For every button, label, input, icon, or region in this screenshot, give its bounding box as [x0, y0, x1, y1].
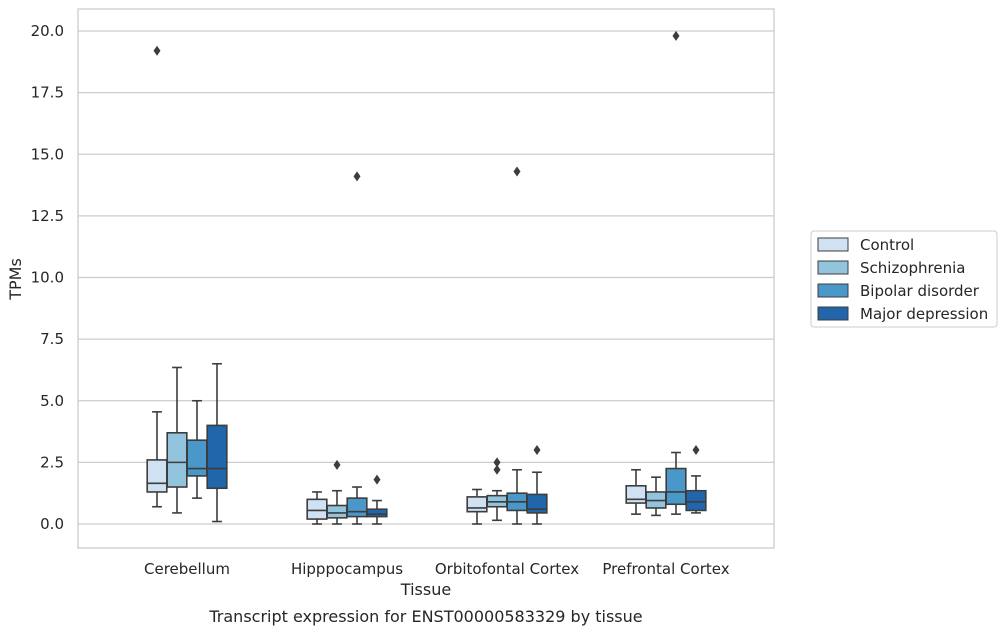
box: [146, 459, 168, 493]
box: [346, 497, 368, 518]
box: [306, 498, 328, 520]
box: [326, 504, 348, 519]
y-tick-label: 15.0: [31, 145, 64, 163]
x-tick-labels: Cerebellum Hipppocampus Orbitofontal Corte…: [144, 560, 730, 578]
y-tick-label: 20.0: [31, 22, 64, 40]
box-group: [665, 30, 687, 515]
outlier-point: [333, 459, 341, 470]
legend-label: Bipolar disorder: [860, 282, 980, 300]
outlier-point: [513, 166, 521, 177]
box: [166, 431, 188, 488]
box-group: [625, 468, 647, 515]
box-group: [526, 445, 548, 525]
y-tick-label: 10.0: [31, 269, 64, 287]
box: [526, 493, 548, 514]
legend-label: Schizophrenia: [860, 259, 965, 277]
box: [625, 484, 647, 504]
plot-frame: [77, 8, 775, 549]
box-group: [306, 491, 328, 525]
plot-boxes: [146, 30, 707, 525]
legend-swatch: [817, 306, 849, 321]
x-tick-label: Orbitofontal Cortex: [435, 560, 579, 578]
box-group: [366, 474, 388, 525]
legend-swatch: [817, 283, 849, 298]
box-group: [346, 171, 368, 525]
x-axis-label: Tissue: [400, 580, 451, 599]
outlier-point: [692, 445, 700, 456]
box: [186, 439, 208, 477]
legend: Control Schizophrenia Bipolar disorder Majo…: [810, 230, 998, 328]
box-group: [146, 45, 168, 508]
box: [685, 489, 707, 512]
y-tick-labels: 0.0 2.5 5.0 7.5 10.0 12.5 15.0 17.5 20.0: [31, 22, 64, 533]
legend-swatch: [817, 260, 849, 275]
box: [466, 496, 488, 513]
outlier-point: [493, 464, 501, 475]
box: [366, 508, 388, 518]
outlier-point: [493, 457, 501, 468]
box-group: [466, 488, 488, 525]
outlier-point: [353, 171, 361, 182]
box-group: [206, 362, 228, 523]
box-group: [326, 459, 348, 525]
y-axis-label: TPMs: [6, 258, 25, 301]
box: [206, 424, 228, 490]
y-tick-label: 17.5: [31, 84, 64, 102]
box-group: [166, 366, 188, 514]
legend-swatch: [817, 237, 849, 252]
outlier-point: [153, 45, 161, 56]
outlier-point: [672, 30, 680, 41]
y-tick-label: 5.0: [40, 392, 64, 410]
x-tick-label: Hipppocampus: [291, 560, 403, 578]
box-group: [486, 457, 508, 522]
legend-label: Control: [860, 236, 914, 254]
box-group: [506, 166, 528, 525]
y-tick-label: 2.5: [40, 453, 64, 471]
box-group: [685, 445, 707, 514]
y-tick-label: 12.5: [31, 207, 64, 225]
outlier-point: [373, 474, 381, 485]
outlier-point: [533, 445, 541, 456]
legend-frame: [810, 230, 998, 328]
y-tick-label: 0.0: [40, 515, 64, 533]
box: [665, 467, 687, 506]
box-group: [645, 476, 667, 517]
chart-caption: Transcript expression for ENST0000058332…: [208, 607, 642, 626]
y-tick-label: 7.5: [40, 330, 64, 348]
legend-label: Major depression: [860, 305, 988, 323]
x-tick-label: Prefrontal Cortex: [602, 560, 729, 578]
x-tick-label: Cerebellum: [144, 560, 230, 578]
box-group: [186, 399, 208, 499]
